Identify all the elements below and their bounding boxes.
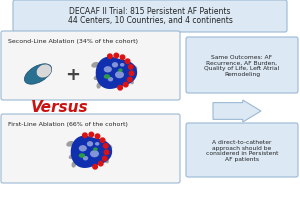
Circle shape <box>125 60 130 64</box>
Circle shape <box>103 144 108 148</box>
Circle shape <box>98 162 103 166</box>
Ellipse shape <box>66 141 74 147</box>
FancyBboxPatch shape <box>186 38 298 94</box>
Circle shape <box>120 56 125 60</box>
Ellipse shape <box>79 153 85 158</box>
Ellipse shape <box>91 63 99 68</box>
Ellipse shape <box>71 162 76 168</box>
Circle shape <box>100 138 105 143</box>
Ellipse shape <box>115 72 124 79</box>
Ellipse shape <box>97 83 101 89</box>
Circle shape <box>103 156 107 161</box>
Circle shape <box>93 165 98 169</box>
Text: First-Line Ablation (66% of the cohort): First-Line Ablation (66% of the cohort) <box>8 122 128 127</box>
Circle shape <box>95 134 100 139</box>
Ellipse shape <box>90 150 99 157</box>
Circle shape <box>128 78 132 82</box>
FancyBboxPatch shape <box>1 114 180 183</box>
Circle shape <box>89 133 94 137</box>
Text: Second-Line Ablation (34% of the cohort): Second-Line Ablation (34% of the cohort) <box>8 39 138 44</box>
Ellipse shape <box>104 67 112 73</box>
Circle shape <box>128 65 133 70</box>
Ellipse shape <box>112 63 118 68</box>
Text: Versus: Versus <box>31 100 89 115</box>
Ellipse shape <box>93 148 98 151</box>
Ellipse shape <box>104 75 110 79</box>
Text: A direct-to-catheter
approach should be
considered in Persistent
AF patients: A direct-to-catheter approach should be … <box>206 139 278 161</box>
Polygon shape <box>96 57 137 90</box>
Circle shape <box>104 150 109 155</box>
Ellipse shape <box>87 141 93 147</box>
Circle shape <box>114 54 118 59</box>
Ellipse shape <box>69 154 75 159</box>
Ellipse shape <box>129 65 137 71</box>
Ellipse shape <box>128 78 134 85</box>
Ellipse shape <box>108 78 113 82</box>
Text: Same Outcomes: AF
Recurrence, AF Burden,
Quality of Life, Left Atrial
Remodeling: Same Outcomes: AF Recurrence, AF Burden,… <box>204 54 280 77</box>
Ellipse shape <box>95 142 100 146</box>
Ellipse shape <box>120 64 124 67</box>
Ellipse shape <box>24 64 52 85</box>
Text: 44 Centers, 10 Countries, and 4 continents: 44 Centers, 10 Countries, and 4 continen… <box>68 16 232 24</box>
Ellipse shape <box>36 65 52 79</box>
Ellipse shape <box>94 75 100 81</box>
Polygon shape <box>213 101 261 122</box>
Circle shape <box>82 133 87 138</box>
Text: DECAAF II Trial: 815 Persistent AF Patients: DECAAF II Trial: 815 Persistent AF Patie… <box>69 7 231 16</box>
Circle shape <box>108 55 112 59</box>
Ellipse shape <box>103 157 109 164</box>
Ellipse shape <box>83 156 88 161</box>
FancyBboxPatch shape <box>186 123 298 177</box>
Circle shape <box>124 83 128 87</box>
Circle shape <box>118 86 122 91</box>
Text: +: + <box>65 66 80 84</box>
Ellipse shape <box>79 145 87 152</box>
Circle shape <box>129 72 134 76</box>
Ellipse shape <box>118 69 123 73</box>
Ellipse shape <box>104 144 112 150</box>
Polygon shape <box>71 136 112 168</box>
FancyBboxPatch shape <box>1 32 180 101</box>
FancyBboxPatch shape <box>13 1 287 33</box>
